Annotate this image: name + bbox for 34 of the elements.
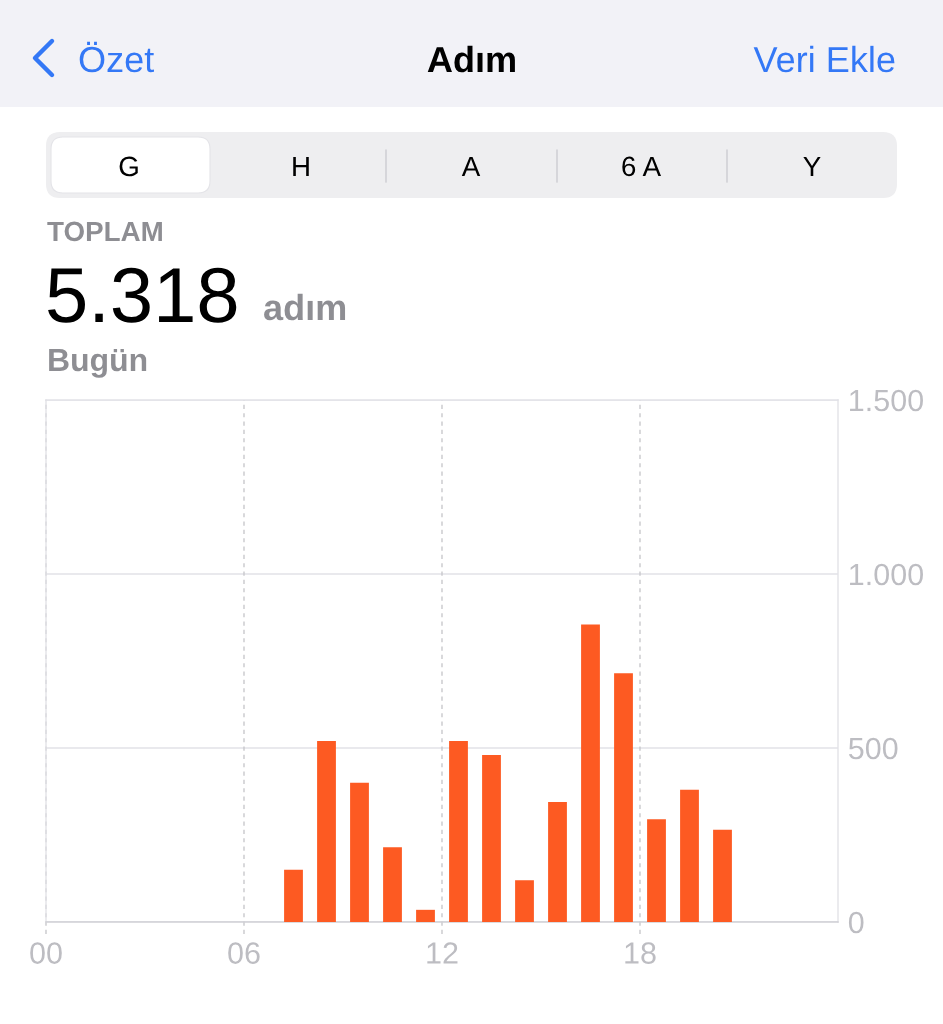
text: Bugün <box>49 348 147 378</box>
bar <box>680 789 699 922</box>
y-tick-label: 500 <box>848 737 898 760</box>
bar <box>482 754 501 922</box>
text: adım <box>264 293 346 321</box>
text: 5.318 <box>48 267 237 323</box>
x-tick-label: 00 <box>30 942 62 964</box>
text: Y <box>803 156 821 176</box>
bar <box>614 673 633 922</box>
bar <box>416 909 435 922</box>
bar <box>713 829 732 922</box>
text: 6 A <box>622 156 662 177</box>
bar <box>581 624 600 922</box>
y-tick-label: 0 <box>848 911 864 934</box>
text: H <box>293 156 309 176</box>
bar <box>383 847 402 922</box>
bar <box>647 819 666 922</box>
x-tick-label: 18 <box>625 942 656 964</box>
text: G <box>119 156 138 177</box>
bar <box>515 880 534 922</box>
chart-title: Adım <box>427 45 515 73</box>
text: Veri Ekle <box>753 45 895 73</box>
bar <box>317 741 336 922</box>
text: TOPLAM <box>47 221 162 242</box>
bar <box>449 741 468 922</box>
x-tick-label: 12 <box>427 942 458 964</box>
y-tick-label: 1.500 <box>850 389 923 412</box>
x-tick-label: 06 <box>228 942 260 964</box>
bar <box>350 782 369 922</box>
text: A <box>461 156 481 176</box>
bar <box>548 801 567 922</box>
bar <box>284 869 303 922</box>
text: Özet <box>79 41 154 73</box>
y-tick-label: 1.000 <box>850 563 923 586</box>
